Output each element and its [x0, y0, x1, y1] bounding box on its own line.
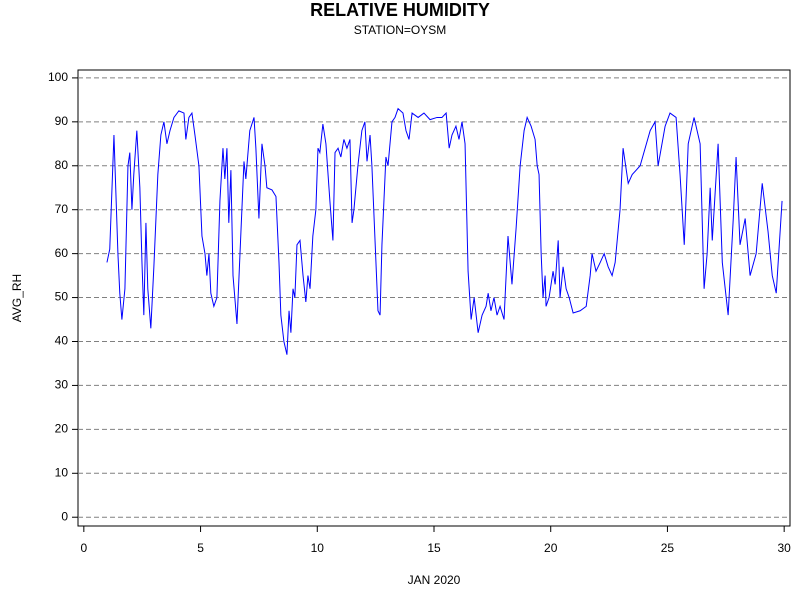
x-tick-label: 0 — [80, 541, 87, 555]
y-tick-label: 80 — [55, 158, 69, 172]
x-tick-label: 25 — [661, 541, 675, 555]
y-tick-label: 70 — [55, 202, 69, 216]
y-tick-label: 0 — [61, 509, 68, 523]
chart-title: RELATIVE HUMIDITY — [310, 0, 490, 20]
y-tick-label: 50 — [55, 290, 69, 304]
y-tick-label: 20 — [55, 422, 69, 436]
y-tick-label: 10 — [55, 465, 69, 479]
y-tick-label: 90 — [55, 114, 69, 128]
x-tick-label: 15 — [427, 541, 441, 555]
x-tick-label: 30 — [777, 541, 791, 555]
y-tick-label: 100 — [48, 70, 68, 84]
y-tick-label: 60 — [55, 246, 69, 260]
y-tick-label: 30 — [55, 378, 69, 392]
x-tick-label: 5 — [197, 541, 204, 555]
data-line — [106, 107, 783, 355]
x-axis-label: JAN 2020 — [408, 573, 461, 587]
x-tick-label: 10 — [311, 541, 325, 555]
x-tick-label: 20 — [544, 541, 558, 555]
y-tick-label: 40 — [55, 334, 69, 348]
chart-subtitle: STATION=OYSM — [354, 23, 447, 37]
y-axis-label: AVG_RH — [10, 274, 24, 322]
